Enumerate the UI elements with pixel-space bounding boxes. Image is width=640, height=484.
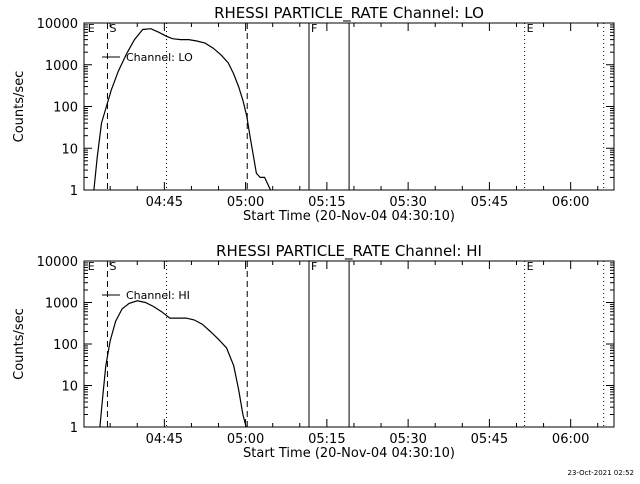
x-axis-label-lo: Start Time (20-Nov-04 04:30:10) — [243, 209, 455, 224]
y-tick-label-lo: 100 — [53, 101, 78, 116]
y-tick-label-lo: 10000 — [37, 17, 78, 32]
x-tick-label-lo: 05:30 — [389, 195, 426, 210]
y-tick-label-hi: 10000 — [37, 255, 78, 270]
y-tick-label-lo: 10 — [61, 142, 78, 157]
y-tick-label-hi: 100 — [53, 338, 78, 353]
series-line-hi — [99, 300, 247, 428]
y-tick-label-hi: 1 — [70, 421, 78, 436]
marker-label-e-lo: E — [88, 22, 95, 35]
marker-label-s-hi: S — [109, 260, 116, 273]
x-axis-label-hi: Start Time (20-Nov-04 04:30:10) — [243, 446, 455, 461]
series-line-lo — [93, 28, 272, 191]
chart-title-lo: RHESSI PARTICLE_RATE Channel: LO — [214, 4, 484, 23]
x-tick-label-hi: 04:45 — [146, 432, 183, 447]
x-tick-label-lo: 05:15 — [308, 195, 345, 210]
chart-title-hi: RHESSI PARTICLE_RATE Channel: HI — [216, 242, 482, 261]
marker-label-f-hi: F — [311, 260, 317, 273]
y-axis-label-hi: Counts/sec — [12, 308, 27, 380]
footer-timestamp: 23-Oct-2021 02:52 — [567, 469, 634, 477]
y-tick-label-hi: 1000 — [45, 297, 78, 312]
marker-label-e-lo: E — [527, 22, 534, 35]
x-tick-label-hi: 05:15 — [308, 432, 345, 447]
x-tick-label-lo: 05:45 — [471, 195, 508, 210]
y-tick-label-lo: 1000 — [45, 59, 78, 74]
marker-label-s-lo: S — [109, 22, 116, 35]
x-tick-label-hi: 06:00 — [552, 432, 589, 447]
x-tick-label-lo: 05:00 — [227, 195, 264, 210]
marker-label-e-hi: E — [527, 260, 534, 273]
x-tick-label-hi: 05:45 — [471, 432, 508, 447]
x-tick-label-hi: 05:00 — [227, 432, 264, 447]
y-tick-label-lo: 1 — [70, 184, 78, 199]
x-tick-label-lo: 06:00 — [552, 195, 589, 210]
y-axis-label-lo: Counts/sec — [12, 71, 27, 143]
y-tick-label-hi: 10 — [61, 380, 78, 395]
marker-label-f-lo: F — [311, 22, 317, 35]
x-tick-label-hi: 05:30 — [389, 432, 426, 447]
marker-label-e-hi: E — [88, 260, 95, 273]
legend-label-hi: Channel: HI — [126, 289, 190, 302]
legend-label-lo: Channel: LO — [126, 51, 193, 64]
x-tick-label-lo: 04:45 — [146, 195, 183, 210]
